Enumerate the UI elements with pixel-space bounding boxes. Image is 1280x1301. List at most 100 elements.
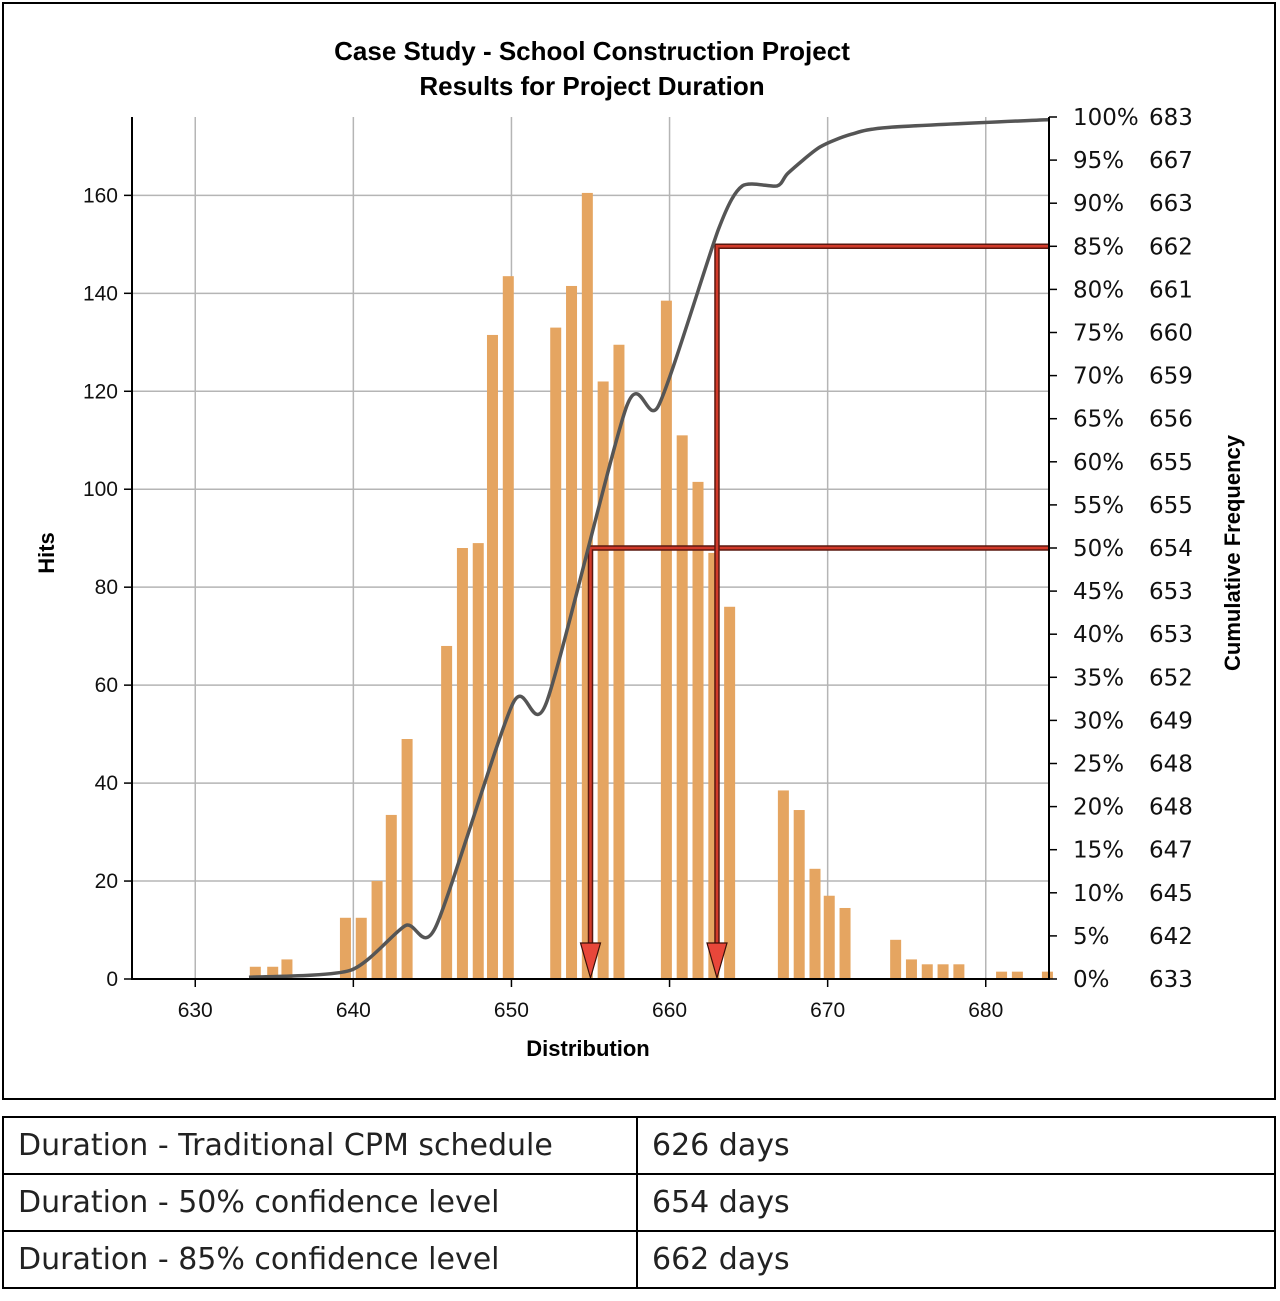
y2-duration-label: 645 [1149,881,1193,907]
y-tick-label: 20 [95,870,118,893]
y2-percent-label: 75% [1073,321,1124,347]
y2-duration-label: 656 [1149,407,1193,433]
y2-axis-label: Cumulative Frequency [1220,434,1245,671]
histogram-bar [550,327,562,979]
histogram-bar [809,868,821,979]
histogram-bar [890,939,902,979]
y2-percent-label: 100% [1073,105,1139,131]
histogram-bar [339,917,351,979]
cumulative-curve [248,117,1050,980]
y2-percent-label: 95% [1073,148,1124,174]
x-tick-label: 670 [810,999,845,1022]
y-tick-label: 100 [83,478,118,501]
table-row: Duration - 50% confidence level 654 days [2,1173,1276,1232]
chart-title: Case Study - School Construction Project [334,36,850,66]
y2-percent-label: 40% [1073,622,1124,648]
histogram-bar [486,334,498,979]
duration-summary-table: Duration - Traditional CPM schedule 626 … [2,1116,1276,1289]
y2-duration-label: 663 [1149,191,1193,217]
histogram-bar [692,481,704,979]
histogram-bar [953,964,965,979]
histogram-bar [281,959,293,979]
histogram-bar [660,300,672,979]
y2-percent-label: 45% [1073,579,1124,605]
y-tick-label: 140 [83,282,118,305]
histogram-bar [401,739,413,979]
histogram-bar [921,964,933,979]
histogram-bar [905,959,917,979]
y-tick-label: 0 [106,968,118,991]
row-label: Duration - 50% confidence level [2,1173,638,1232]
chart-subtitle: Results for Project Duration [419,71,764,101]
x-axis-label: Distribution [526,1036,649,1061]
y2-duration-label: 653 [1149,622,1193,648]
histogram-bar [371,881,383,979]
y2-percent-label: 25% [1073,752,1124,778]
y2-duration-label: 659 [1149,364,1193,390]
y2-percent-label: 60% [1073,450,1124,476]
histogram-bar [777,790,789,979]
histogram-bar [708,552,720,979]
x-tick-label: 630 [178,999,213,1022]
row-value: 626 days [636,1116,1276,1175]
histogram-bar [996,971,1008,979]
y2-percent-label: 0% [1073,967,1110,993]
y-tick-label: 160 [83,184,118,207]
y2-duration-label: 660 [1149,321,1193,347]
y2-percent-label: 5% [1073,924,1110,950]
row-label: Duration - 85% confidence level [2,1230,638,1289]
histogram-bar [355,917,367,979]
histogram-bar [613,344,625,979]
chart-frame: Case Study - School Construction Project… [2,2,1276,1100]
histogram-bar [1041,971,1053,979]
y2-percent-label: 15% [1073,838,1124,864]
row-label: Duration - Traditional CPM schedule [2,1116,638,1175]
y2-percent-label: 65% [1073,407,1124,433]
y2-duration-label: 662 [1149,234,1193,260]
histogram-bar [385,814,397,979]
histogram-bar [839,907,851,979]
y2-duration-label: 653 [1149,579,1193,605]
y2-duration-label: 655 [1149,450,1193,476]
y-tick-label: 120 [83,380,118,403]
y-tick-label: 40 [95,772,118,795]
confidence-marker-85-outline [714,243,1049,945]
y2-duration-label: 633 [1149,967,1193,993]
y2-duration-label: 655 [1149,493,1193,519]
histogram-bar [823,895,835,979]
y2-duration-label: 683 [1149,105,1193,131]
histogram-bar [676,435,688,979]
histogram-bars [249,192,1053,980]
y2-percent-label: 70% [1073,364,1124,390]
histogram-bar [724,606,736,979]
histogram-chart: Case Study - School Construction Project… [34,36,1245,1061]
histogram-bar [472,543,484,979]
y-tick-label: 80 [95,576,118,599]
cumulative-curve-group [248,117,1050,980]
confidence-markers [579,243,1049,981]
x-tick-label: 640 [336,999,371,1022]
y2-duration-label: 654 [1149,536,1193,562]
y2-percent-label: 30% [1073,708,1124,734]
y2-percent-label: 85% [1073,234,1124,260]
table-row: Duration - Traditional CPM schedule 626 … [2,1116,1276,1175]
y2-duration-label: 667 [1149,148,1193,174]
y2-duration-label: 652 [1149,665,1193,691]
y2-percent-label: 50% [1073,536,1124,562]
histogram-bar [1011,971,1023,979]
y-tick-label: 60 [95,674,118,697]
confidence-marker-50-arrow [579,942,602,981]
x-tick-label: 660 [652,999,687,1022]
y2-duration-label: 647 [1149,838,1193,864]
y2-duration-label: 661 [1149,277,1193,303]
confidence-marker-85-line [715,245,1049,945]
y2-percent-label: 90% [1073,191,1124,217]
y-axis-label: Hits [34,532,59,574]
y2-percent-label: 55% [1073,493,1124,519]
row-value: 662 days [636,1230,1276,1289]
axes: 0 20 40 60 80 100 120 140 160 630 640 650 660 670 680 0… [83,105,1193,1022]
confidence-marker-85-arrow [706,942,728,981]
histogram-bar [581,192,593,979]
y2-duration-label: 648 [1149,795,1193,821]
histogram-bar [937,964,949,979]
